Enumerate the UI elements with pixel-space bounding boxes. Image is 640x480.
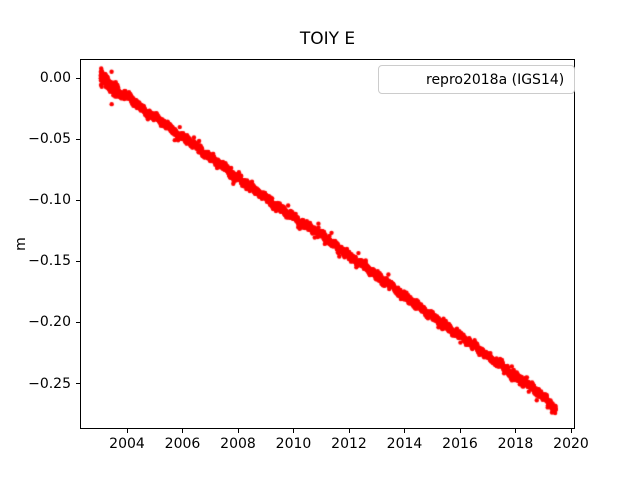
y-tick-mark bbox=[76, 199, 80, 201]
y-axis-label: m bbox=[13, 237, 29, 251]
y-tick-label: −0.20 bbox=[28, 314, 71, 331]
y-tick-label: −0.10 bbox=[28, 192, 71, 209]
x-tick-mark bbox=[404, 429, 405, 433]
x-tick-mark bbox=[570, 429, 572, 433]
x-tick-mark bbox=[182, 429, 183, 433]
y-tick-mark bbox=[76, 260, 80, 262]
x-tick-label: 2020 bbox=[553, 436, 589, 452]
x-tick-mark bbox=[293, 429, 294, 433]
y-tick-label: −0.05 bbox=[28, 131, 71, 148]
legend-marker-dot-icon bbox=[397, 76, 404, 83]
x-tick-mark bbox=[126, 429, 128, 433]
x-tick-label: 2018 bbox=[497, 436, 534, 452]
y-tick-mark bbox=[76, 138, 80, 140]
y-tick-mark bbox=[76, 77, 80, 79]
x-tick-label: 2004 bbox=[109, 436, 145, 452]
x-tick-mark bbox=[348, 429, 350, 433]
scatter-plot-canvas bbox=[80, 59, 575, 429]
y-tick-mark bbox=[76, 321, 80, 323]
y-tick-label: −0.15 bbox=[28, 253, 71, 270]
x-tick-label: 2006 bbox=[164, 436, 201, 452]
x-tick-label: 2014 bbox=[386, 436, 423, 452]
legend-label: repro2018a (IGS14) bbox=[426, 71, 565, 88]
x-tick-mark bbox=[515, 429, 516, 433]
x-tick-label: 2008 bbox=[220, 436, 256, 452]
x-tick-label: 2012 bbox=[331, 436, 367, 452]
x-tick-mark bbox=[237, 429, 239, 433]
y-tick-mark bbox=[76, 383, 80, 385]
x-tick-mark bbox=[459, 429, 461, 433]
chart-title: TOIY E bbox=[299, 29, 356, 49]
x-tick-label: 2010 bbox=[275, 436, 312, 452]
y-tick-label: 0.00 bbox=[39, 70, 71, 87]
y-tick-label: −0.25 bbox=[28, 375, 71, 392]
x-tick-label: 2016 bbox=[442, 436, 478, 452]
legend: repro2018a (IGS14) bbox=[378, 65, 576, 94]
